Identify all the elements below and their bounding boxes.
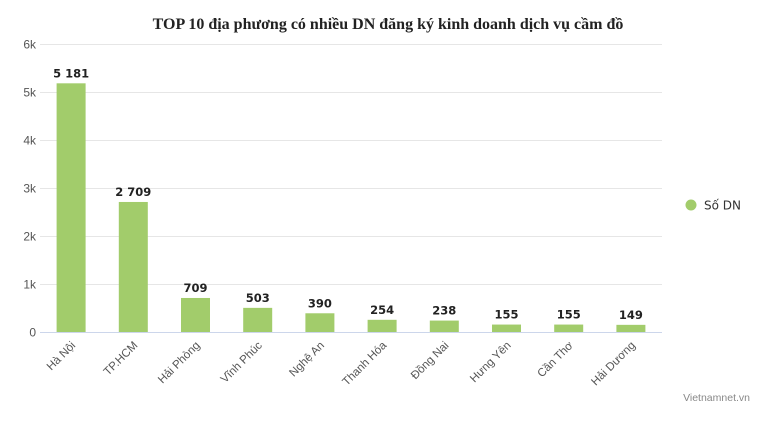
y-tick-label: 4k [23,134,37,148]
legend[interactable]: Số DN [685,199,742,213]
x-tick-label: Thanh Hóa [340,339,389,388]
x-tick-label: Hưng Yên [468,340,513,385]
data-label: 149 [619,308,643,322]
bar[interactable] [367,319,397,332]
x-tick-label: Hải Phòng [156,340,202,386]
data-label: 503 [246,291,270,305]
x-tick-label: Nghệ An [287,340,327,380]
x-tick-label: Vĩnh Phúc [219,339,265,385]
bar[interactable] [616,324,646,332]
bar[interactable] [181,297,210,332]
y-tick-label: 3k [23,182,37,196]
y-tick-label: 1k [23,278,37,292]
bar[interactable] [429,320,459,332]
bar[interactable] [492,324,521,332]
x-tick-label: Cần Thơ [535,339,576,380]
legend-marker-icon [685,199,697,211]
data-label: 155 [494,308,518,322]
x-tick-label: Hải Dương [589,340,638,389]
x-tick-label: Đồng Nai [409,340,451,382]
data-label: 5 181 [53,66,89,80]
y-tick-label: 0 [29,326,36,340]
data-label: 155 [557,308,581,322]
y-axis-tick-labels: 0 1k 2k 3k 4k 5k 6k [23,38,37,340]
bars [56,83,646,332]
x-axis-tick-labels: Hà Nội TP.HCM Hải Phòng Vĩnh Phúc Nghệ An Tha… [45,339,638,388]
data-label: 709 [183,281,207,295]
x-tick-label: Hà Nội [45,340,78,373]
bar[interactable] [56,83,86,332]
data-labels: 5 181 2 709 709 503 390 254 238 155 155 149 [53,66,643,322]
data-label: 254 [370,303,394,317]
y-tick-label: 2k [23,230,37,244]
data-label: 238 [432,304,456,318]
bar[interactable] [243,307,273,332]
bar[interactable] [118,201,148,332]
bar[interactable] [554,324,584,332]
data-label: 390 [308,296,332,310]
source-credit: Vietnamnet.vn [683,392,750,404]
y-tick-label: 5k [23,86,37,100]
data-label: 2 709 [115,185,151,199]
x-tick-label: TP.HCM [102,340,141,379]
y-tick-label: 6k [23,38,37,52]
legend-label: Số DN [704,199,741,213]
chart-title: TOP 10 địa phương có nhiều DN đăng ký ki… [153,16,624,33]
bar[interactable] [305,313,335,332]
